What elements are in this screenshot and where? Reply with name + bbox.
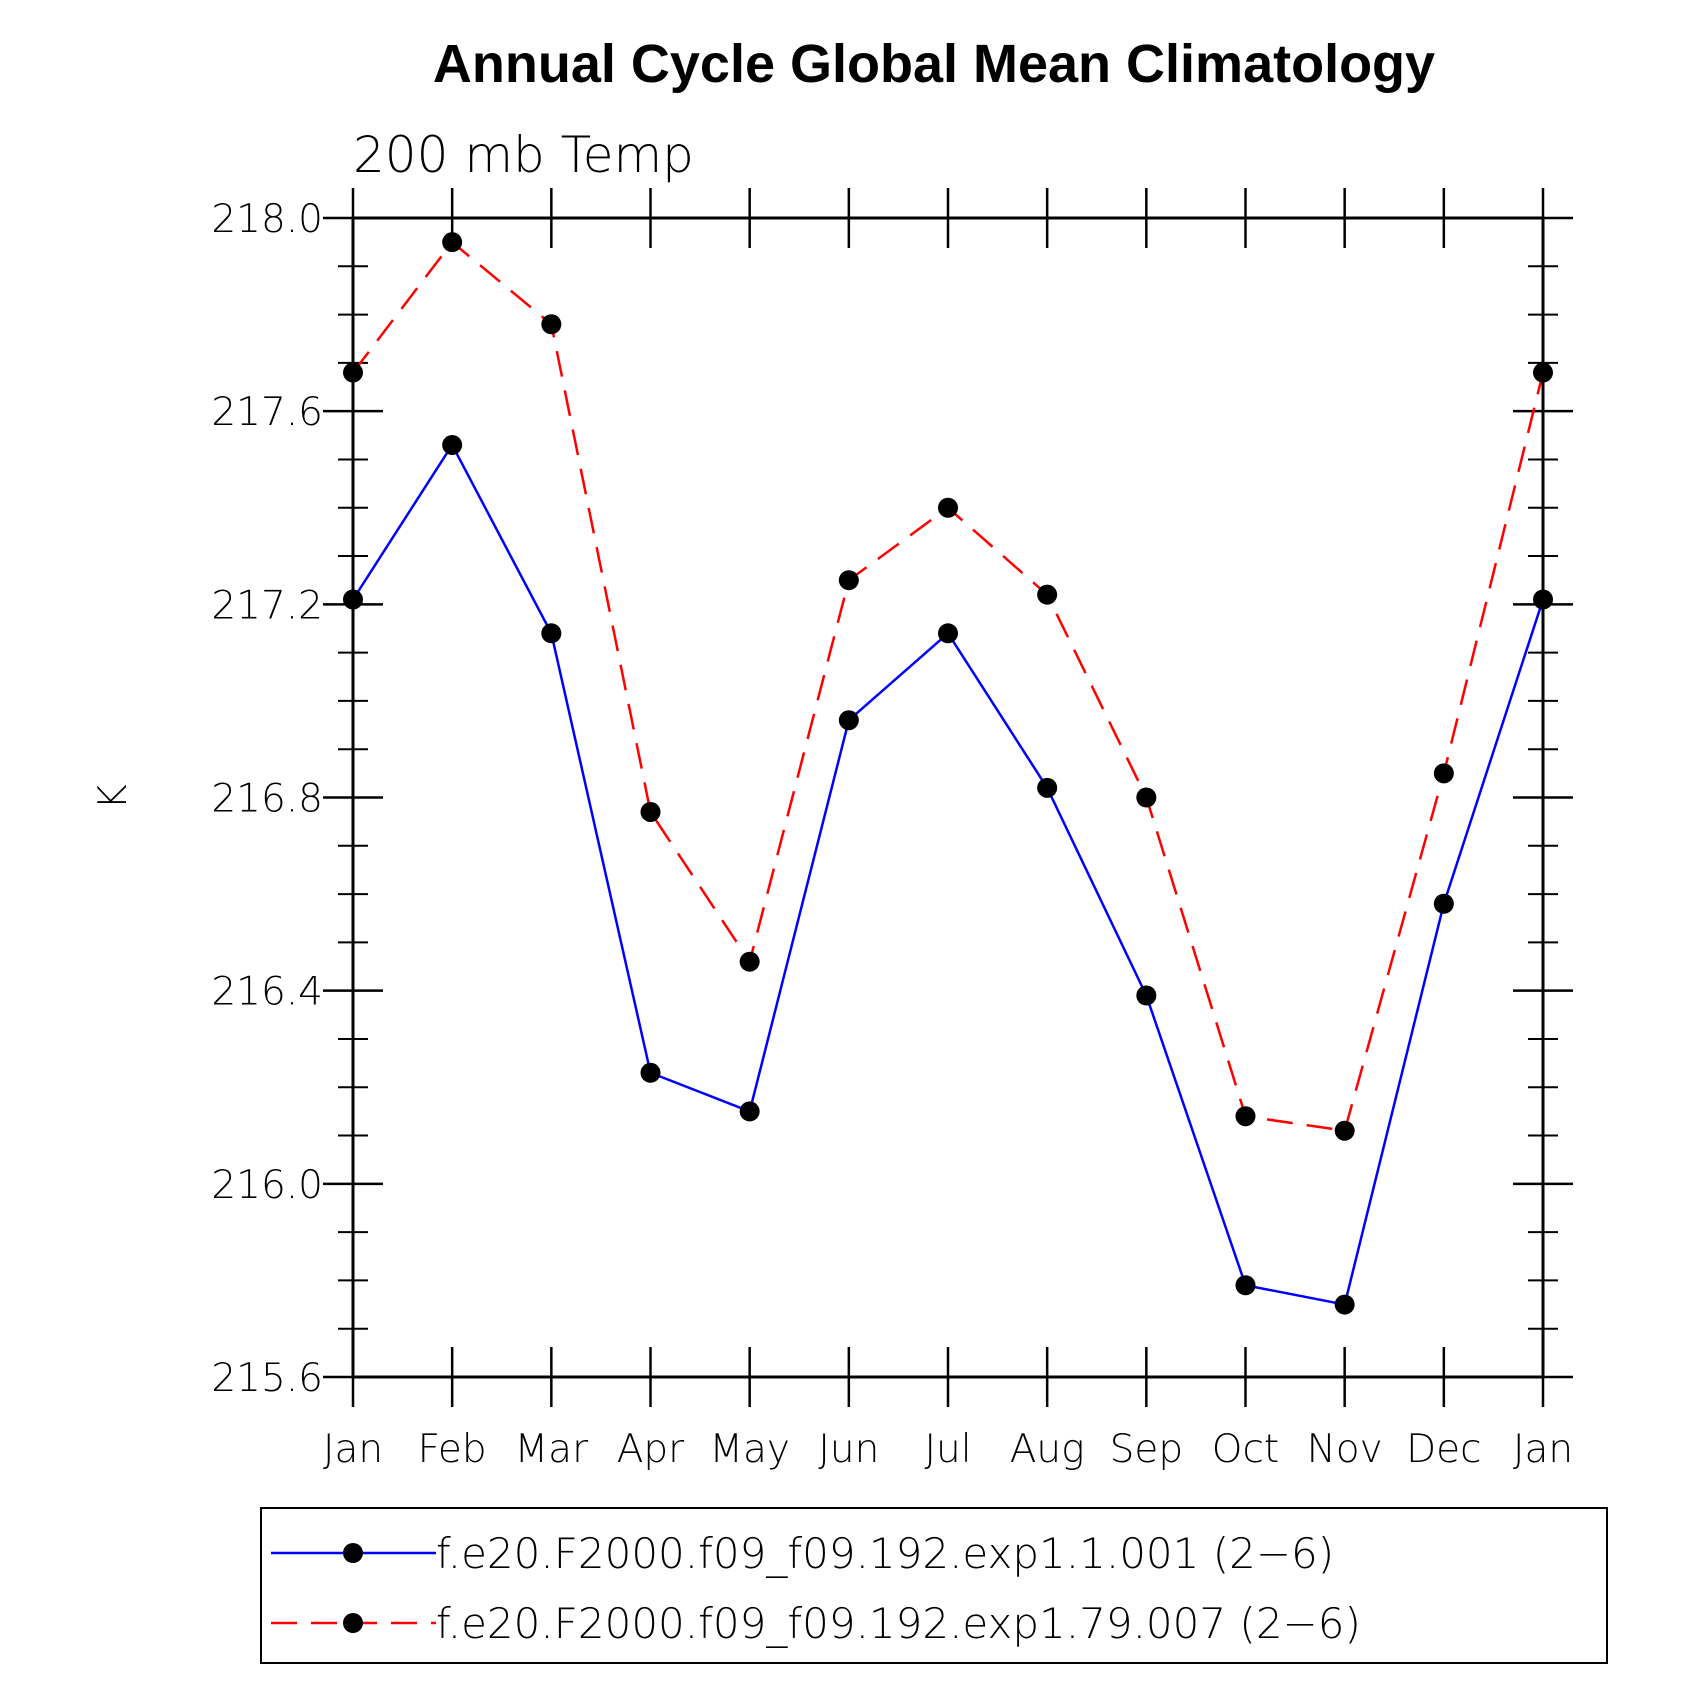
series-2-point <box>1037 584 1058 605</box>
x-tick-label: Jun <box>818 1427 879 1472</box>
series-1-point <box>739 1101 760 1122</box>
legend-box <box>260 1507 1608 1664</box>
series-2-point <box>1235 1106 1256 1127</box>
series-1-point <box>1235 1275 1256 1296</box>
x-tick-label: Dec <box>1406 1427 1481 1472</box>
y-tick-label: 216.8 <box>211 777 323 822</box>
series-2-point <box>343 362 363 383</box>
y-tick-label: 215.6 <box>211 1356 323 1401</box>
y-tick-label: 216.4 <box>211 970 323 1015</box>
series-2-point <box>442 232 463 253</box>
series-2-point <box>739 951 760 972</box>
series-2-point <box>1136 787 1157 808</box>
series-1-point <box>1037 777 1058 798</box>
x-tick-label: Jan <box>323 1427 383 1472</box>
y-axis-label: K <box>91 784 136 810</box>
series-line-2 <box>352 240 1545 1133</box>
x-tick-label: May <box>709 1427 790 1472</box>
series-2-point <box>938 497 958 518</box>
series-1-point <box>343 589 363 610</box>
y-tick-label: 216.0 <box>211 1163 323 1208</box>
legend: f.e20.F2000.f09_f09.192.exp1.1.001 (2−6)… <box>260 1507 1608 1664</box>
x-tick-label: Oct <box>1212 1427 1279 1472</box>
series-1-point <box>1533 589 1553 610</box>
series-1-point <box>640 1062 661 1083</box>
series-line-1 <box>351 442 1545 1307</box>
legend-marker-2 <box>343 1613 363 1633</box>
plot-area: Jan Feb Mar Apr May Jun Jul Aug Sep Oct Nov Dec Jan2… <box>211 188 1573 1472</box>
x-tick-label: Apr <box>617 1427 684 1472</box>
x-tick-label: Feb <box>418 1427 487 1472</box>
x-tick-label: Aug <box>1010 1427 1085 1472</box>
series-1-point <box>541 623 562 644</box>
series-2-point <box>1334 1120 1355 1141</box>
series-2-point <box>1433 763 1454 784</box>
legend-label-2: f.e20.F2000.f09_f09.192.exp1.79.007 (2−6… <box>436 1599 1361 1648</box>
series-1-point <box>1136 985 1157 1006</box>
series-1-point <box>1334 1294 1355 1315</box>
plot-frame <box>351 216 1545 1379</box>
x-tick-label: Nov <box>1307 1427 1383 1472</box>
series-2-point <box>640 801 661 822</box>
legend-label-1: f.e20.F2000.f09_f09.192.exp1.1.001 (2−6) <box>436 1529 1334 1578</box>
y-tick-label: 217.2 <box>211 583 323 628</box>
series-1-point <box>1433 893 1454 914</box>
x-tick-label: Jan <box>1513 1427 1573 1472</box>
x-tick-label: Mar <box>515 1427 589 1472</box>
series-1-point <box>442 434 463 455</box>
series-2-point <box>541 314 562 335</box>
chart-title: Annual Cycle Global Mean Climatology <box>433 34 1435 94</box>
x-tick-label: Jul <box>924 1427 971 1472</box>
chart-subtitle: 200 mb Temp <box>353 126 694 184</box>
series-2-point <box>838 570 859 591</box>
y-tick-label: 217.6 <box>211 390 323 435</box>
legend-marker-1 <box>343 1543 363 1563</box>
y-tick-label: 218.0 <box>211 197 323 242</box>
series-1-point <box>938 623 958 644</box>
x-tick-label: Sep <box>1110 1427 1184 1472</box>
series-1-point <box>838 710 859 731</box>
series-2-point <box>1533 362 1553 383</box>
